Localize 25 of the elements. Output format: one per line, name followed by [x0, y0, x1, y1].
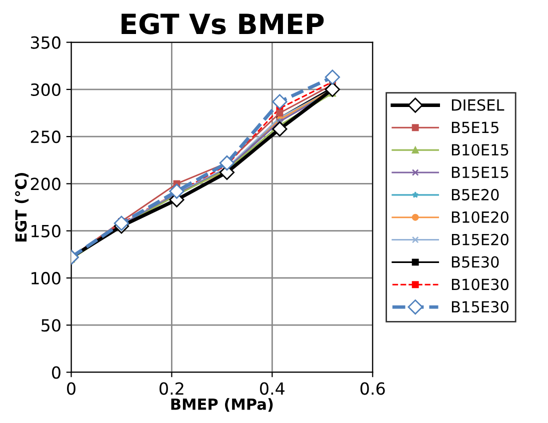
x-tick-label: 0.6 — [360, 382, 385, 395]
legend-label: B5E30 — [452, 256, 499, 268]
legend-label: B15E15 — [452, 166, 508, 178]
y-tick-label: 50 — [42, 319, 60, 332]
y-tick-label: 0 — [52, 366, 60, 379]
y-tick-label: 150 — [32, 224, 60, 238]
y-tick-label: 100 — [32, 272, 60, 285]
x-axis-title: BMEP (MPa) — [171, 398, 273, 412]
y-tick-label: 200 — [30, 178, 60, 190]
y-axis-title: EGT (°C) — [14, 172, 29, 242]
y-tick-label: 250 — [30, 130, 60, 144]
legend-label: B15E20 — [452, 234, 508, 246]
legend-label: DIESEL — [452, 99, 504, 111]
legend-label: B10E20 — [452, 211, 508, 223]
legend-label: B15E30 — [452, 301, 508, 313]
y-tick-label: 350 — [30, 36, 60, 49]
legend-label: B5E15 — [452, 122, 498, 134]
x-tick-label: 0.4 — [260, 382, 284, 395]
y-tick-label: 300 — [30, 83, 60, 96]
legend-label: B10E15 — [452, 144, 508, 156]
chart-title: EGT Vs BMEP — [122, 13, 324, 34]
legend-label: B5E20 — [452, 188, 499, 200]
x-tick-label: 0.2 — [160, 382, 184, 395]
legend-label: B10E30 — [452, 278, 508, 290]
x-tick-label: 0 — [67, 382, 76, 395]
